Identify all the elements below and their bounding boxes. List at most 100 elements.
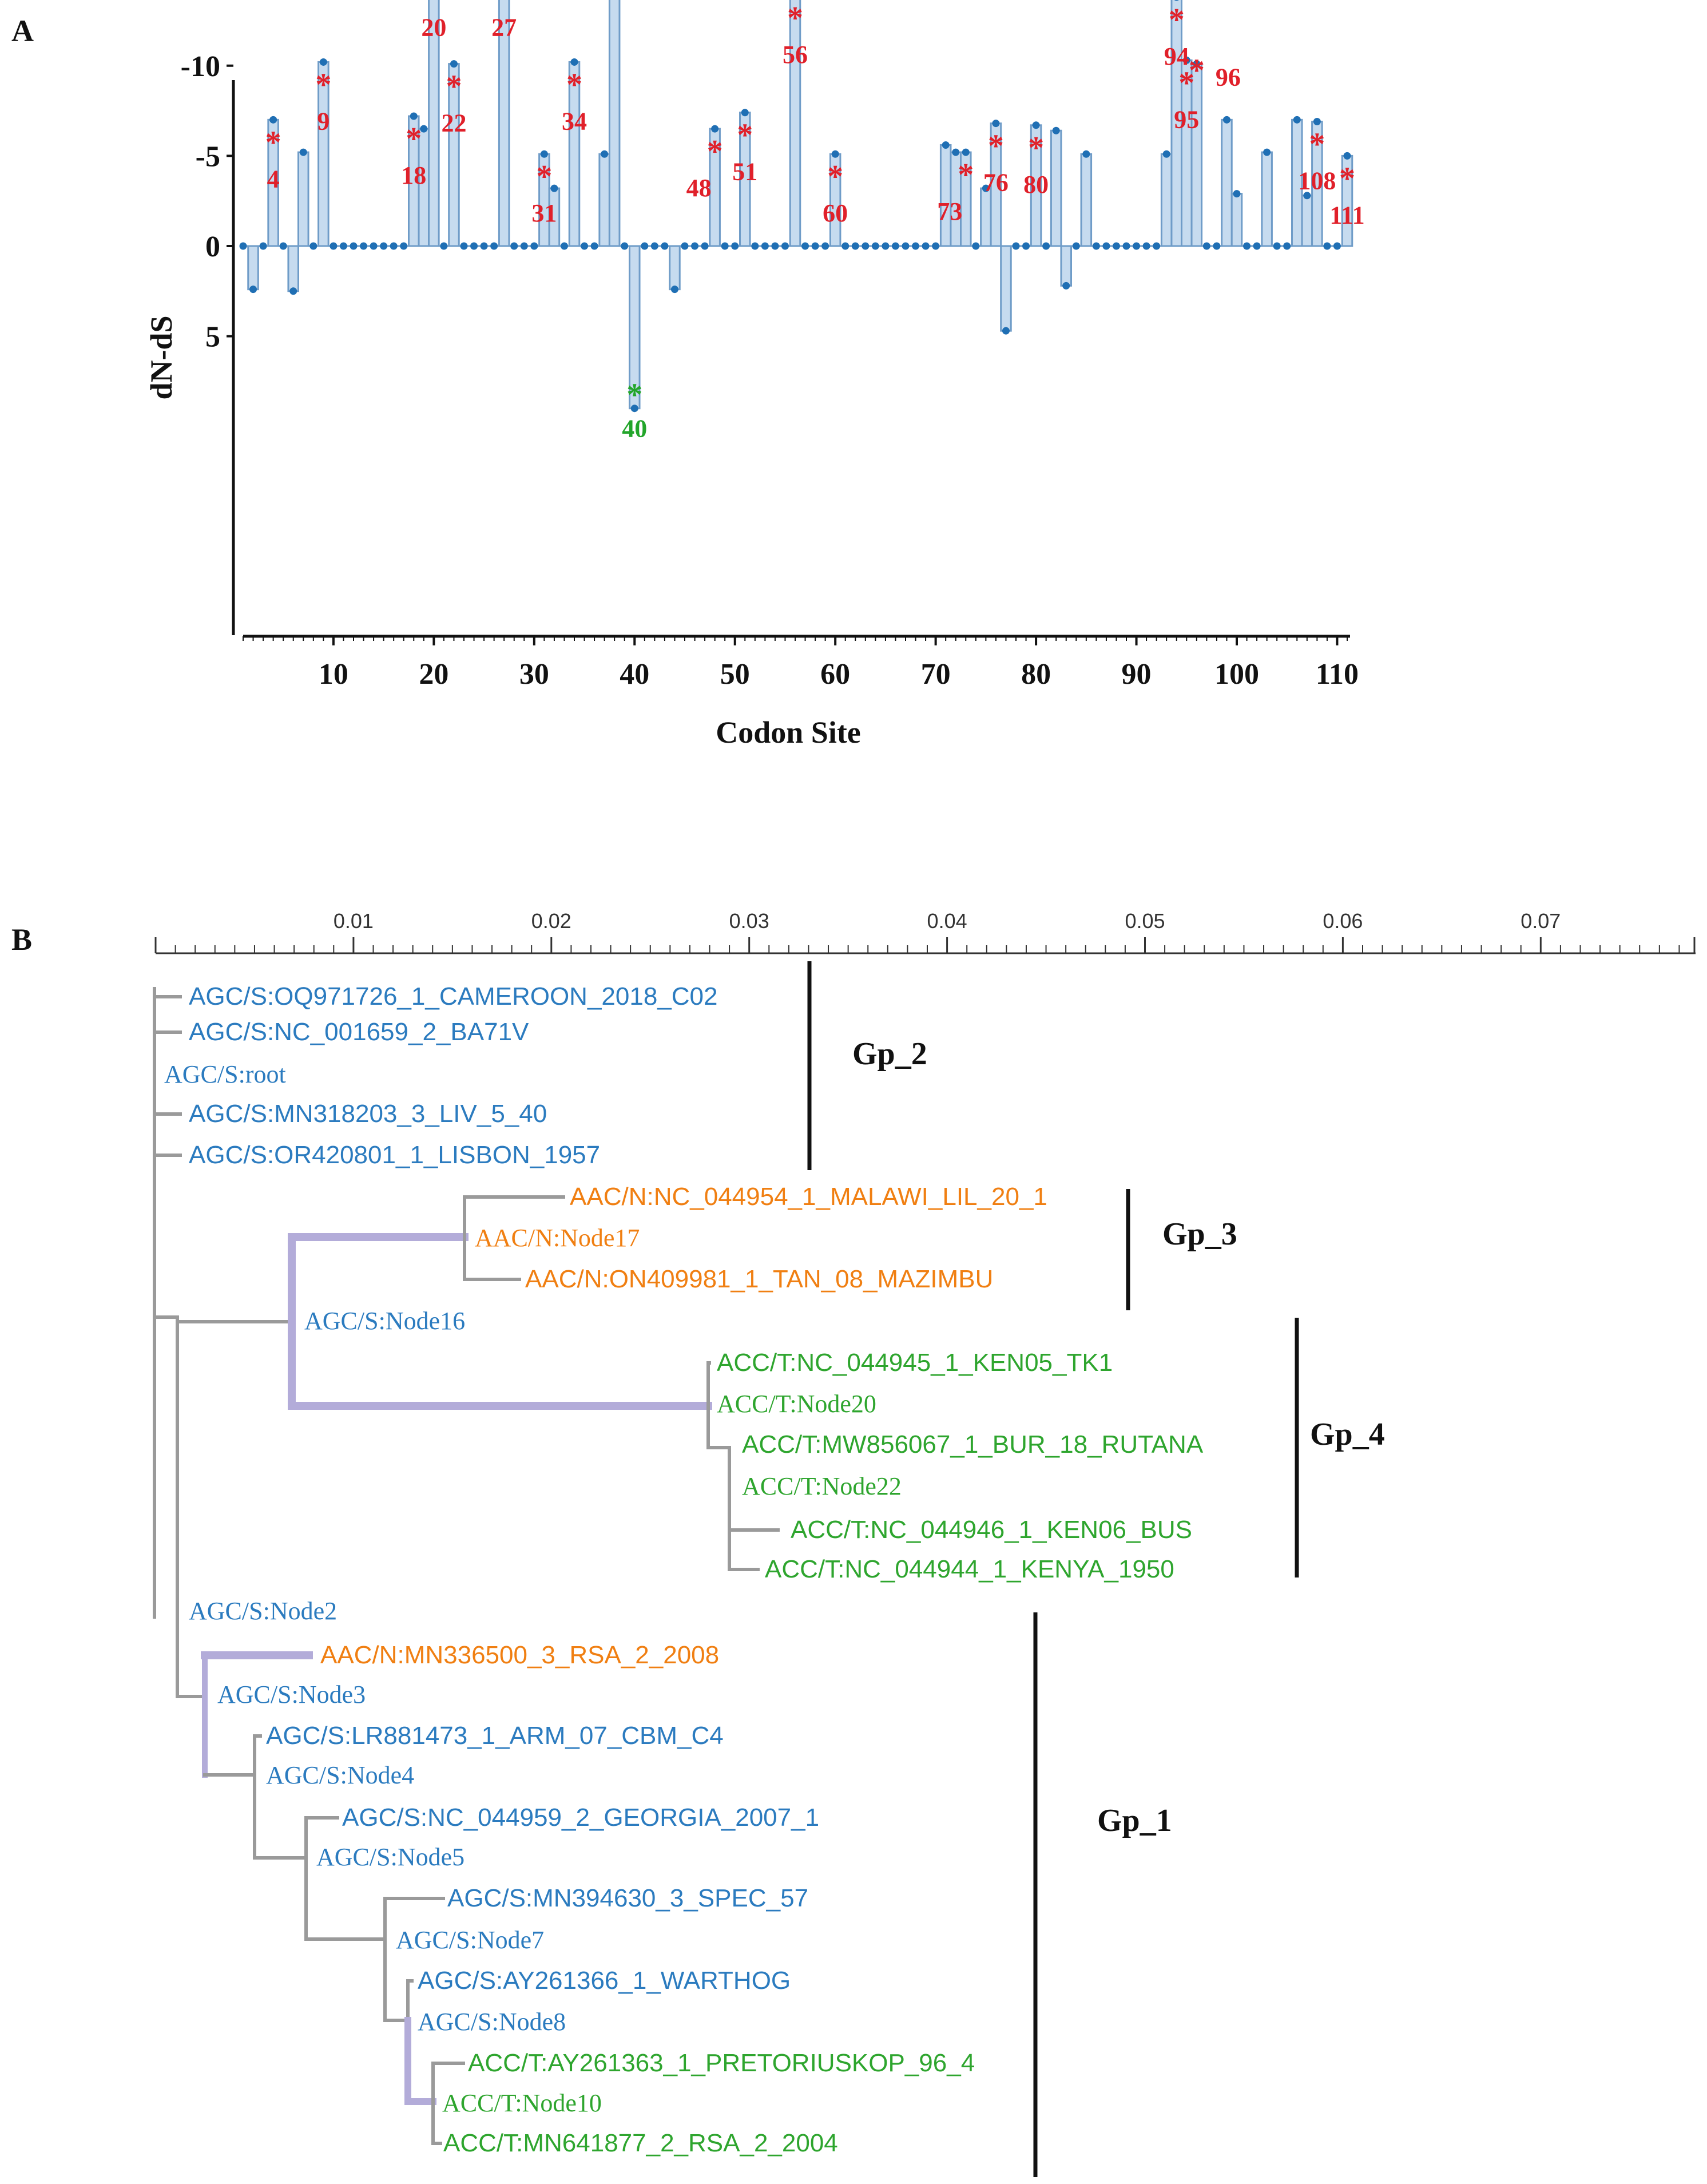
leaf-label: AGC/S:MN394630_3_SPEC_57 (447, 1884, 808, 1912)
dnds-point-site-28 (510, 242, 518, 250)
branch-gp2-leaves (153, 995, 182, 1157)
x-tick-label: 90 (1122, 658, 1152, 691)
node-label: AGC/S:Node2 (189, 1597, 337, 1625)
dnds-point-site-6 (289, 287, 297, 295)
node-label: AGC/S:Node8 (418, 2008, 566, 2036)
significance-star: * (265, 125, 281, 160)
significance-star: * (496, 0, 512, 9)
significance-star: * (406, 121, 422, 157)
gp3-label: Gp_3 (1162, 1216, 1237, 1252)
leaf-label: AGC/S:AY261366_1_WARTHOG (418, 1967, 791, 1995)
dnds-point-site-83 (1062, 282, 1070, 290)
dnds-bars (238, 0, 1353, 410)
node-label: AGC/S:Node4 (266, 1761, 414, 1789)
dnds-bar-site-38 (608, 0, 621, 247)
site-number-label: 27 (491, 14, 517, 42)
dnds-point-site-68 (912, 242, 920, 250)
dnds-point-site-87 (1102, 242, 1110, 250)
x-tick-label: 40 (620, 658, 649, 691)
branch-node20-children (706, 1361, 731, 1449)
dnds-point-site-106 (1293, 116, 1301, 124)
dnds-point-site-23 (460, 242, 468, 250)
significance-star: * (787, 1, 803, 36)
dnds-point-site-14 (370, 242, 378, 250)
y-tick-label: -10 (181, 50, 220, 83)
dnds-point-site-60 (831, 150, 839, 158)
branch-node17-leaves (463, 1195, 565, 1281)
branch-root-to-node16 (153, 1315, 293, 1698)
branch-node22-leaves (728, 1446, 780, 1571)
gp4-label: Gp_4 (1310, 1417, 1385, 1452)
scale-ticks: 0.01 0.02 0.03 0.04 0.05 0.06 0.07 (154, 909, 1696, 953)
dnds-point-site-39 (621, 242, 629, 250)
site-number-label: 60 (823, 199, 848, 227)
dnds-point-site-21 (440, 242, 448, 250)
dnds-point-site-16 (390, 242, 398, 250)
site-number-label: 51 (732, 158, 757, 186)
dnds-bar-site-2 (247, 245, 259, 291)
dnds-point-site-103 (1263, 148, 1271, 156)
site-number-label: 56 (783, 41, 808, 69)
dnds-point-site-98 (1213, 242, 1221, 250)
leaf-labels: AGC/S:OQ971726_1_CAMEROON_2018_C02 AGC/S… (189, 982, 1204, 2157)
gp1-label: Gp_1 (1097, 1803, 1172, 1838)
x-tick-label: 80 (1021, 658, 1051, 691)
dnds-bar-site-103 (1261, 151, 1273, 247)
dnds-point-site-111 (1343, 152, 1351, 160)
leaf-label: ACC/T:MW856067_1_BUR_18_RUTANA (742, 1430, 1204, 1458)
dnds-point-site-74 (972, 242, 980, 250)
branch-node10-leaves (431, 2062, 465, 2145)
dnds-point-site-11 (339, 242, 347, 250)
significance-star: * (315, 67, 331, 102)
significance-star: * (1028, 130, 1044, 166)
dnds-point-site-84 (1072, 242, 1080, 250)
dnds-point-site-47 (701, 242, 709, 250)
site-number-label: 40 (622, 415, 647, 443)
y-axis-ticks: 50-5-10-15-20 (181, 50, 233, 354)
leaf-label: AGC/S:NC_001659_2_BA71V (189, 1018, 529, 1046)
dnds-point-site-40 (630, 405, 638, 413)
dnds-bar-site-99 (1221, 118, 1233, 247)
leaf-label: ACC/T:NC_044944_1_KENYA_1950 (765, 1555, 1174, 1583)
scale-tick-label: 0.03 (729, 909, 769, 933)
dnds-point-site-81 (1042, 242, 1050, 250)
node-label: AGC/S:Node16 (304, 1307, 465, 1335)
leaf-label: ACC/T:NC_044946_1_KEN06_BUS (791, 1516, 1192, 1544)
significance-star: * (827, 159, 843, 195)
branch-node5-children (304, 1816, 387, 1941)
dnds-point-site-63 (862, 242, 870, 250)
branch-node7-children (383, 1897, 445, 2022)
dnds-point-site-89 (1122, 242, 1130, 250)
leaf-label: AGC/S:MN318203_3_LIV_5_40 (189, 1100, 547, 1128)
site-number-label: 76 (983, 169, 1009, 197)
site-number-label: 95 (1174, 105, 1199, 133)
x-axis-ticks: 10 20 30 40 50 60 70 80 90 100 110 (243, 636, 1359, 691)
group-brackets: Gp_2 Gp_3 Gp_4 Gp_1 (807, 961, 1385, 2177)
dnds-point-site-1 (239, 242, 247, 250)
dnds-bar-site-100 (1230, 193, 1243, 247)
site-number-label: 94 (1164, 42, 1189, 70)
node-label: AGC/S:Node7 (396, 1926, 544, 1954)
leaf-label: ACC/T:MN641877_2_RSA_2_2004 (443, 2129, 838, 2157)
dnds-point-site-99 (1222, 116, 1230, 124)
dnds-point-site-75 (982, 184, 990, 192)
dnds-point-site-66 (891, 242, 899, 250)
scale-tick-label: 0.07 (1521, 909, 1561, 933)
dnds-point-site-44 (670, 286, 678, 294)
dnds-points (239, 0, 1351, 413)
dnds-point-site-30 (530, 242, 538, 250)
dnds-point-site-82 (1052, 126, 1060, 134)
site-number-label: 34 (562, 107, 587, 135)
significance-star: * (1189, 53, 1205, 89)
dnds-point-site-77 (1002, 327, 1010, 335)
significance-star: * (988, 129, 1004, 164)
dnds-point-site-12 (350, 242, 358, 250)
dnds-point-site-80 (1032, 121, 1040, 129)
x-tick-label: 30 (519, 658, 549, 691)
dnds-point-site-4 (269, 116, 277, 124)
dnds-point-site-64 (871, 242, 879, 250)
dnds-point-site-72 (952, 148, 960, 156)
dnds-point-site-76 (992, 120, 1000, 128)
dnds-point-site-57 (801, 242, 809, 250)
